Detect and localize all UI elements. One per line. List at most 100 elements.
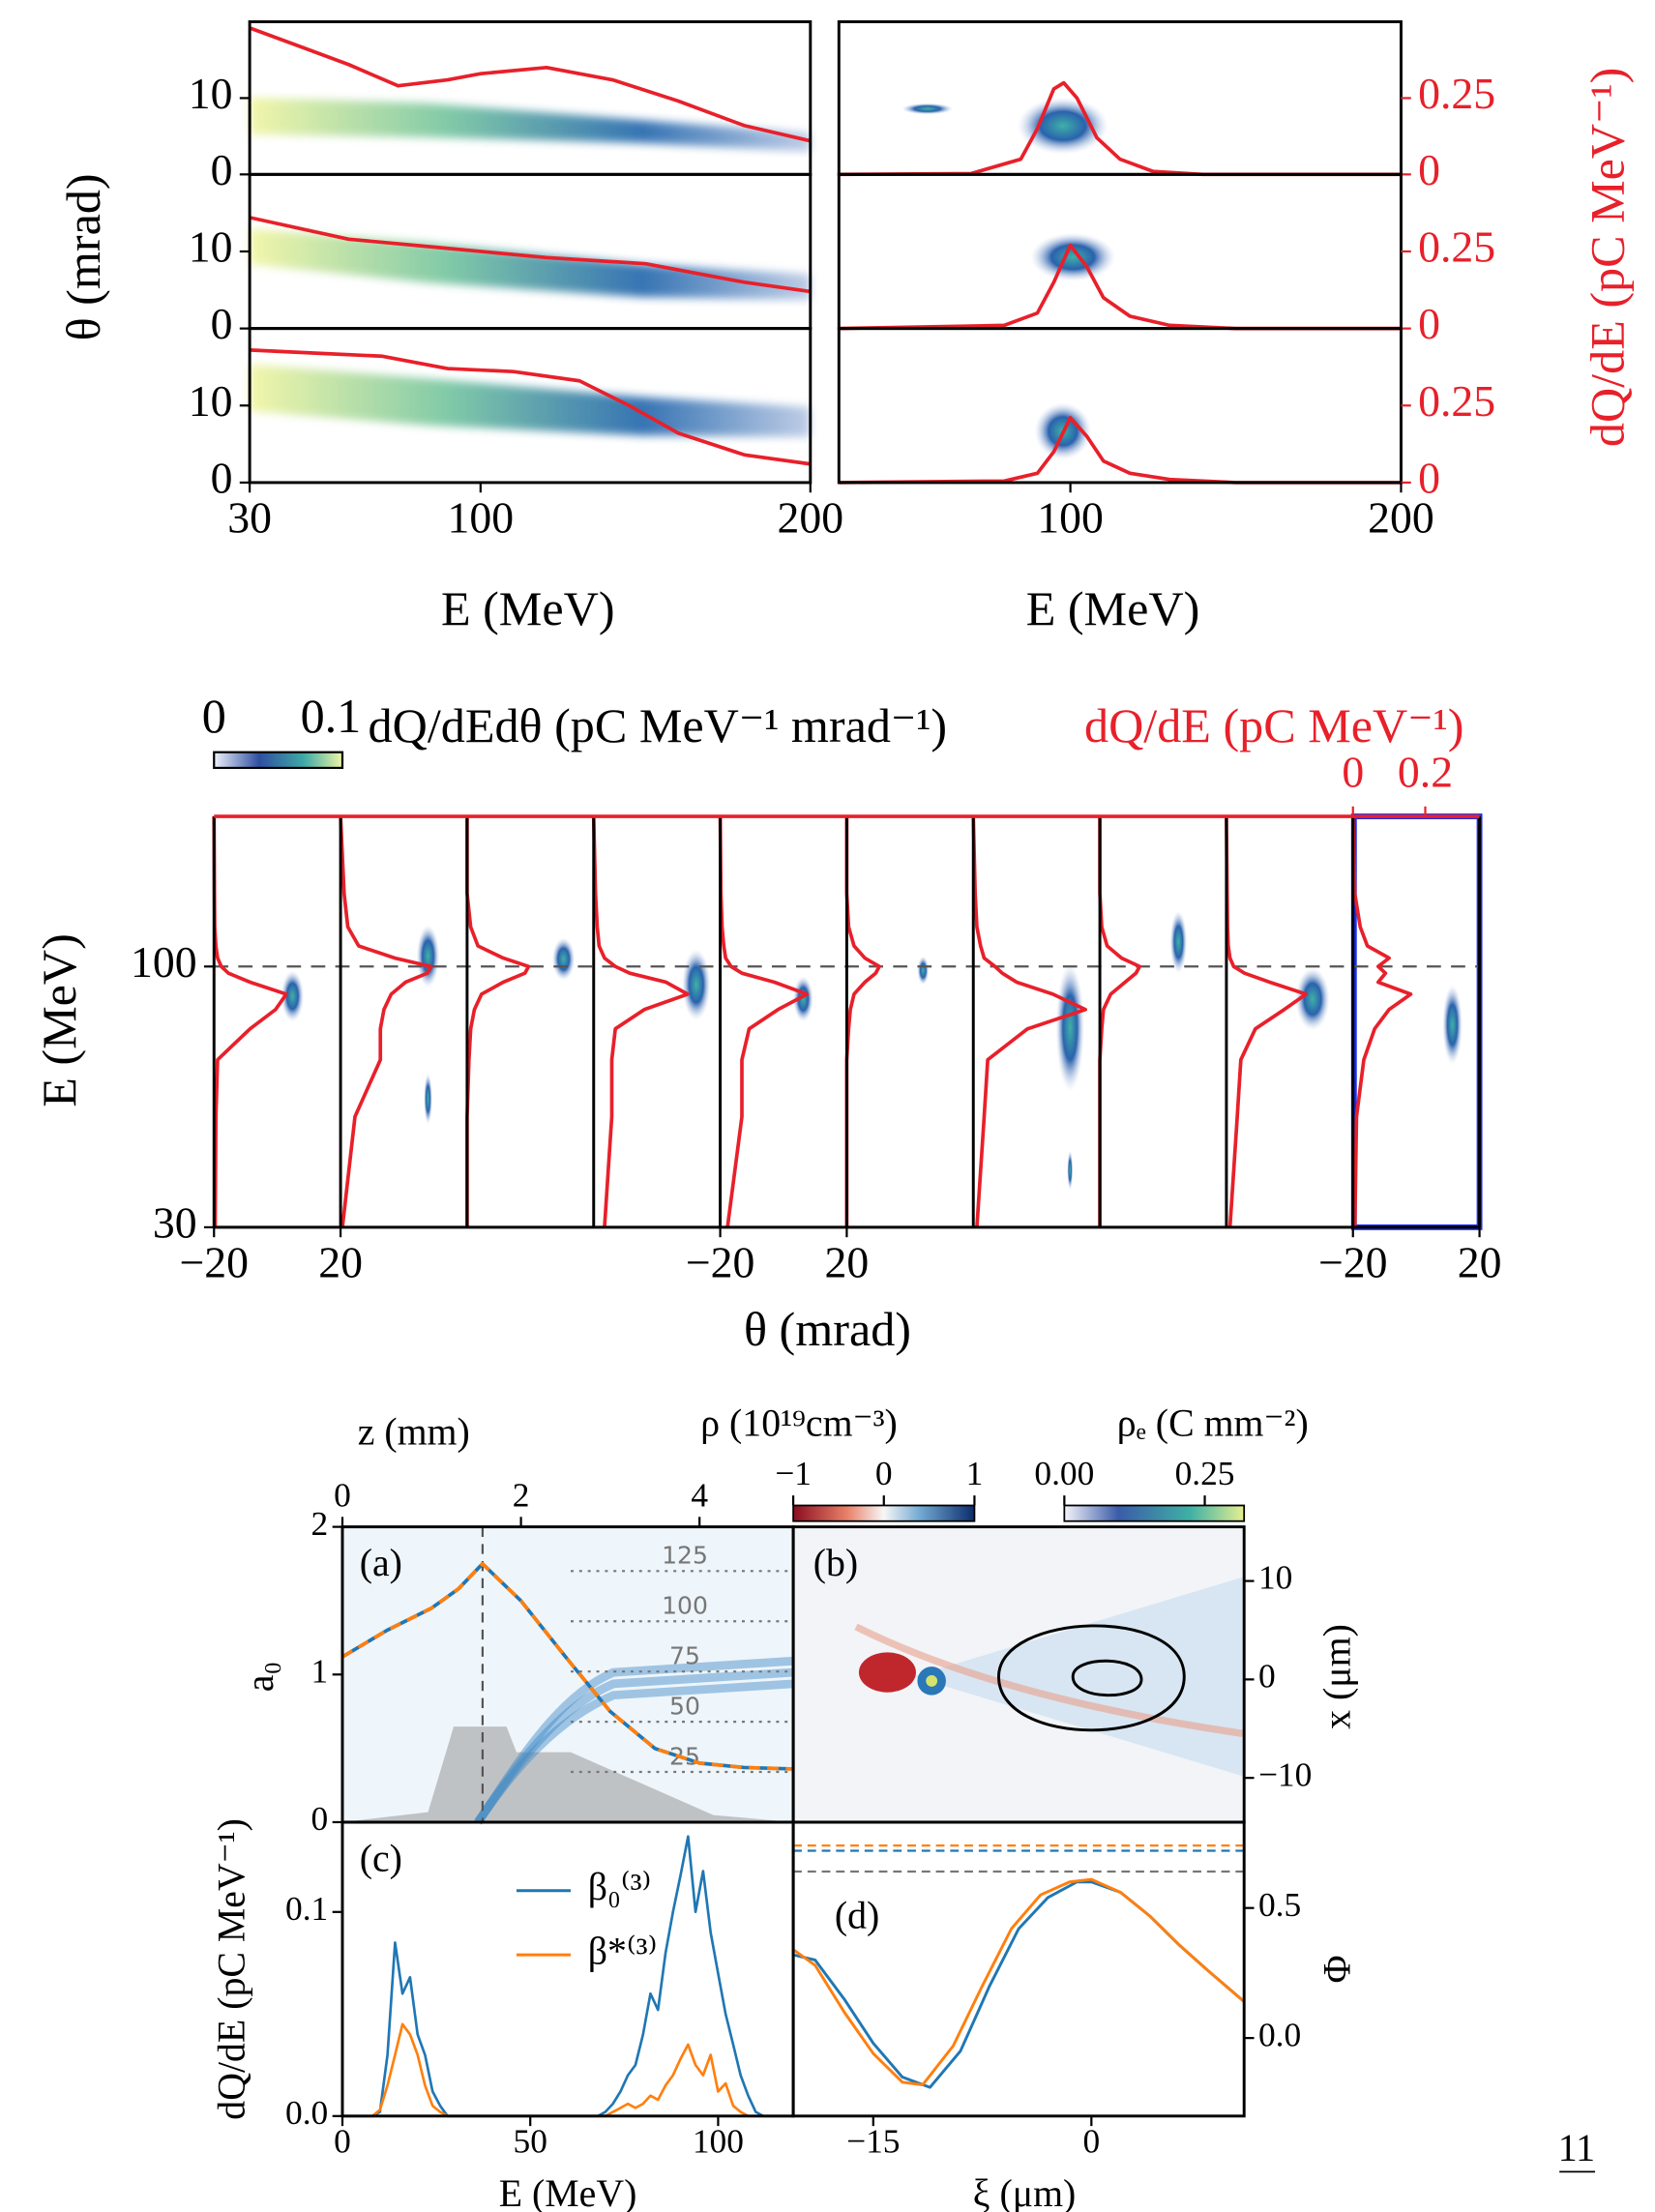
panel-label: (a) [360,1542,402,1584]
data-line [341,1561,794,1771]
tick-label: 0 [334,1475,351,1514]
tick-label: 1 [311,1651,329,1690]
data-line [1225,816,1309,1227]
tick-label: 0 [1418,299,1440,348]
tick-label: −20 [179,1238,249,1287]
colorbar-label: ρₑ (C mm⁻²) [1117,1402,1309,1445]
tick-label: 0 [334,2121,351,2160]
colorbar-label: ρ (10¹⁹cm⁻³) [700,1402,898,1445]
data-line [718,816,810,1228]
tick-label: 0 [875,1454,893,1492]
colorbar-tick-label: 0 [202,689,226,743]
tick-label: −1 [775,1454,812,1492]
heatmap-blob [551,937,576,981]
data-line [844,816,881,1227]
x-axis-label: θ (mrad) [744,1302,911,1356]
heatmap-blob [917,956,930,986]
shaded-profile [342,1726,794,1822]
x-axis-label: ξ (μm) [973,2172,1077,2212]
heatmap-blob [1442,985,1463,1065]
heatmap-band [250,364,811,437]
tick-label: −10 [1258,1755,1312,1793]
heatmap-blob [901,103,954,115]
tick-label: 10 [189,221,233,271]
tick-label: 10 [1258,1558,1292,1597]
data-line [1350,816,1413,1227]
tick-label: 0.0 [1258,2015,1301,2053]
data-line [339,815,433,1228]
tick-label: −20 [686,1238,755,1287]
data-line [342,2022,794,2118]
x2-axis-label: z (mm) [358,1410,470,1453]
heatmap-streak [854,1623,1245,1738]
heatmap-blob [926,1675,938,1687]
y-axis-label: dQ/dE (pC MeV⁻¹) [211,1818,253,2120]
data-line [250,348,812,466]
tick-label: 20 [318,1238,363,1287]
tick-label: 0.25 [1418,221,1495,271]
heatmap-band [250,228,811,301]
x-axis-label: E (MeV) [441,581,615,635]
tick-label: 200 [778,493,844,543]
data-line [465,816,531,1227]
tick-label: 0 [311,1799,329,1838]
data-line [212,816,288,1227]
tick-label: 0.1 [285,1889,328,1928]
tick-label: 0 [211,453,233,502]
data-line [249,26,812,143]
tick-label: 0.5 [1258,1885,1301,1924]
heatmap-blob [682,949,711,1020]
tick-label: 4 [691,1475,708,1514]
data-line [839,416,1402,485]
tick-label: 0 [211,145,233,194]
tick-label: 0.00 [1034,1454,1094,1492]
tick-label: 100 [448,493,515,543]
heatmap-blob [416,925,440,988]
heatmap-blob [1017,97,1109,155]
tick-label: 30 [227,493,272,543]
heatmap-band [250,97,811,152]
tick-label: 50 [514,2121,547,2160]
tick-label: 1 [966,1454,984,1492]
tick-label: 20 [1458,1238,1502,1287]
y-axis-label: θ (mrad) [56,173,110,340]
panel-frame [791,1820,1246,2118]
tick-label: 100 [131,937,197,987]
guide-label: 50 [669,1692,700,1720]
labels: θ (mrad) E (MeV) E (MeV) dQ/dE (pC MeV⁻¹… [32,68,1634,2212]
tick-label: 0 [1418,453,1440,502]
guide-label: 125 [662,1542,708,1570]
tick-label: −20 [1318,1238,1388,1287]
heatmap-blob [1067,1150,1074,1191]
data-line [971,816,1088,1227]
panel-label: (b) [813,1542,858,1584]
tick-label: 200 [1368,493,1434,543]
colorbar-label: dQ/dEdθ (pC MeV⁻¹ mrad⁻¹) [369,698,948,752]
tick-label: 100 [693,2121,744,2160]
tick-label: 0 [1082,2121,1100,2160]
tick-label: 0 [1342,747,1364,796]
panel-frame [837,172,1403,331]
heatmap-wedge [913,1577,1245,1777]
contour [1071,1659,1143,1697]
panel-label: (d) [835,1894,879,1936]
heatmap-trace [474,1656,794,1825]
data-line [792,1877,1246,2086]
tick-label: 0.25 [1175,1454,1235,1492]
heatmap-blob [1029,232,1116,281]
y-axis-label: E (MeV) [32,933,86,1107]
colorbar [792,1504,976,1522]
contour [997,1624,1186,1732]
x-axis-label: E (MeV) [499,2172,637,2212]
data-line [839,243,1402,331]
colorbar-tick-label: 0.1 [301,689,362,743]
y-axis-label: a₀ [239,1662,281,1693]
heatmap-blob [1055,963,1084,1092]
tick-label: 0.25 [1418,69,1495,118]
data-line [342,1835,794,2118]
data-line [839,80,1402,177]
guide-label: 75 [669,1641,700,1669]
